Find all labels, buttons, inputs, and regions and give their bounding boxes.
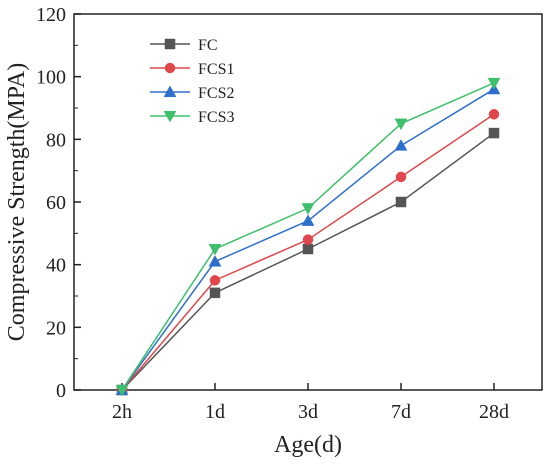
legend-item-fcs3: FCS3 bbox=[150, 109, 234, 126]
series-layer bbox=[115, 77, 501, 397]
data-point-fcs1 bbox=[395, 171, 407, 183]
legend-label: FC bbox=[198, 37, 218, 54]
y-axis-title: Compressive Strength(MPA) bbox=[4, 63, 30, 341]
data-point-fcs2 bbox=[208, 255, 222, 267]
data-point-fcs1 bbox=[488, 109, 500, 120]
y-axis: 0 20 40 60 80 100 120 bbox=[36, 4, 81, 402]
x-tick-label: 7d bbox=[391, 401, 411, 423]
series-fcs3 bbox=[115, 77, 501, 397]
data-point-fcs3 bbox=[487, 77, 501, 90]
legend: FC FCS1 FCS2 FCS3 bbox=[150, 37, 234, 126]
series-fcs2 bbox=[115, 82, 501, 396]
y-tick-label: 100 bbox=[36, 67, 66, 89]
y-tick-label: 80 bbox=[46, 129, 66, 151]
legend-label: FCS3 bbox=[198, 109, 234, 126]
legend-label: FCS2 bbox=[198, 85, 234, 102]
y-tick-label: 120 bbox=[36, 4, 66, 26]
series-line-fc bbox=[121, 132, 495, 391]
data-point-fc bbox=[209, 287, 221, 299]
legend-label: FCS1 bbox=[198, 61, 234, 78]
x-tick-label: 2h bbox=[112, 401, 132, 423]
data-point-fc bbox=[302, 243, 314, 255]
x-axis-title: Age(d) bbox=[274, 432, 342, 458]
data-point-fcs3 bbox=[301, 203, 315, 215]
legend-item-fc: FC bbox=[150, 37, 218, 54]
legend-marker bbox=[163, 110, 177, 123]
x-tick-label: 3d bbox=[298, 401, 318, 423]
series-fc bbox=[116, 127, 500, 396]
legend-marker bbox=[164, 62, 176, 74]
legend-marker bbox=[164, 38, 176, 50]
data-point-fcs3 bbox=[394, 118, 408, 131]
legend-marker bbox=[163, 85, 177, 98]
data-point-fcs2 bbox=[301, 214, 315, 226]
data-point-fcs2 bbox=[394, 139, 408, 151]
x-tick-label: 28d bbox=[479, 401, 509, 423]
legend-item-fcs1: FCS1 bbox=[150, 61, 234, 78]
data-point-fcs1 bbox=[209, 275, 221, 286]
data-point-fcs1 bbox=[302, 234, 314, 245]
data-point-fc bbox=[395, 196, 407, 208]
y-tick-label: 40 bbox=[46, 255, 66, 277]
data-point-fcs3 bbox=[208, 243, 222, 256]
data-point-fcs3 bbox=[115, 384, 129, 397]
plot-frame bbox=[73, 13, 543, 391]
y-tick-label: 60 bbox=[46, 192, 66, 214]
legend-item-fcs2: FCS2 bbox=[150, 85, 234, 102]
data-point-fc bbox=[488, 127, 500, 139]
x-tick-label: 1d bbox=[205, 401, 225, 423]
x-axis: 2h 1d 3d 7d 28d bbox=[112, 383, 509, 423]
y-tick-label: 20 bbox=[46, 317, 66, 339]
y-tick-label: 0 bbox=[56, 380, 66, 402]
